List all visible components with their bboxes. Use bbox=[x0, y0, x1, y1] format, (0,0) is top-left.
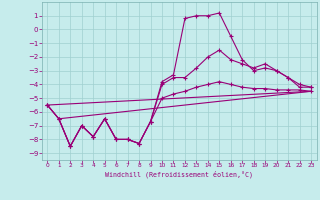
X-axis label: Windchill (Refroidissement éolien,°C): Windchill (Refroidissement éolien,°C) bbox=[105, 171, 253, 178]
